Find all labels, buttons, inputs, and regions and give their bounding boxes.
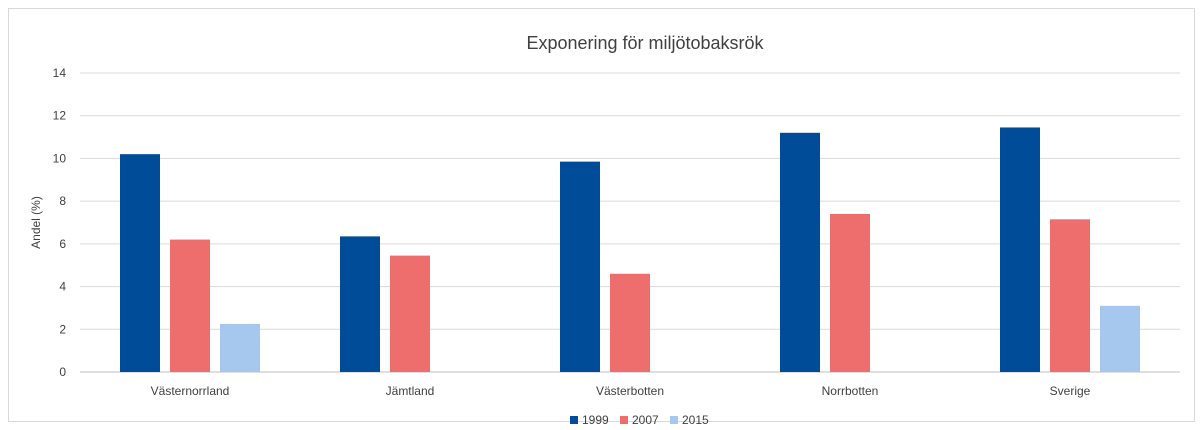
category-label: Jämtland bbox=[386, 384, 435, 398]
y-tick-label: 12 bbox=[53, 109, 67, 123]
gridlines bbox=[80, 72, 1180, 373]
y-tick-label: 10 bbox=[53, 151, 67, 165]
bar-1999-3 bbox=[780, 132, 820, 372]
legend-swatch-2015 bbox=[670, 416, 678, 424]
legend-label-2015: 2015 bbox=[682, 413, 709, 427]
y-tick-label: 8 bbox=[59, 194, 66, 208]
category-label: Norrbotten bbox=[822, 384, 879, 398]
bar-1999-1 bbox=[340, 236, 380, 372]
y-tick-label: 2 bbox=[59, 322, 66, 336]
bar-2007-1 bbox=[390, 255, 430, 372]
legend-swatch-2007 bbox=[620, 416, 628, 424]
bar-2007-2 bbox=[610, 273, 650, 372]
bar-1999-2 bbox=[560, 161, 600, 372]
bar-1999-4 bbox=[1000, 127, 1040, 372]
y-tick-label: 14 bbox=[53, 66, 67, 80]
category-label: Västernorrland bbox=[151, 384, 230, 398]
y-tick-label: 6 bbox=[59, 237, 66, 251]
legend-label-2007: 2007 bbox=[632, 413, 659, 427]
bar-2015-4 bbox=[1100, 305, 1140, 372]
legend: 1999 2007 2015 bbox=[570, 413, 709, 427]
category-label: Västerbotten bbox=[596, 384, 664, 398]
y-tick-label: 0 bbox=[59, 365, 66, 379]
legend-label-1999: 1999 bbox=[582, 413, 609, 427]
y-axis-title: Andel (%) bbox=[29, 196, 43, 249]
category-label: Sverige bbox=[1050, 384, 1091, 398]
bars bbox=[120, 127, 1140, 372]
category-labels: Västernorrland Jämtland Västerbotten Norrbo… bbox=[151, 384, 1091, 398]
y-tick-label: 4 bbox=[59, 280, 66, 294]
bar-2007-3 bbox=[830, 213, 870, 372]
bar-2007-0 bbox=[170, 239, 210, 372]
legend-swatch-1999 bbox=[570, 416, 578, 424]
chart-title: Exponering för miljötobaksrök bbox=[526, 33, 764, 53]
bar-1999-0 bbox=[120, 154, 160, 372]
y-tick-labels: 0 2 4 6 8 10 12 14 bbox=[53, 66, 67, 379]
bar-2015-0 bbox=[220, 323, 260, 372]
bar-2007-4 bbox=[1050, 219, 1090, 372]
